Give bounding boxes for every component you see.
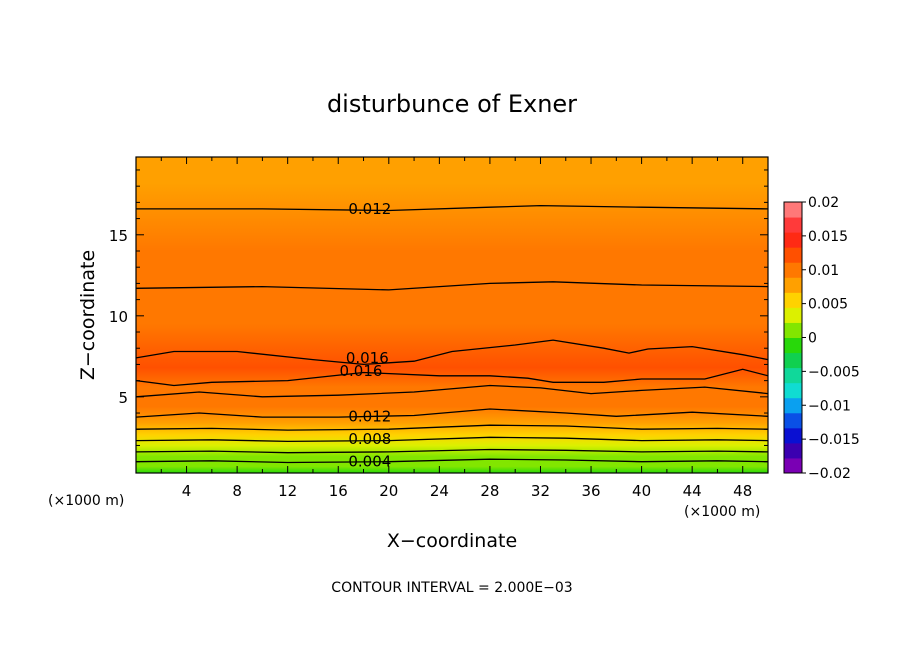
x-tick-label: 28 bbox=[480, 482, 499, 500]
colorbar-swatch bbox=[784, 262, 802, 278]
contour-label-4: 0.008 bbox=[348, 430, 391, 448]
x-tick-label: 48 bbox=[733, 482, 752, 500]
x-tick-label: 16 bbox=[329, 482, 348, 500]
x-tick-label: 36 bbox=[581, 482, 600, 500]
contour-line-3 bbox=[136, 424, 768, 431]
colorbar-swatch bbox=[784, 382, 802, 399]
contour-line-2 bbox=[136, 436, 768, 443]
contour-label-1: 0.016 bbox=[346, 349, 389, 367]
y-axis-label: Z−coordinate bbox=[77, 250, 99, 380]
x-unit-left: (×1000 m) bbox=[48, 493, 124, 509]
colorbar-swatch bbox=[784, 217, 802, 233]
contour-line-6 bbox=[136, 368, 768, 387]
colorbar-tick-label: −0.015 bbox=[808, 432, 860, 448]
plot-frame bbox=[135, 156, 769, 474]
colorbar-swatch bbox=[784, 307, 802, 323]
x-tick-label: 32 bbox=[531, 482, 550, 500]
x-unit-right: (×1000 m) bbox=[684, 504, 760, 520]
contour-line-5 bbox=[136, 384, 768, 398]
x-tick-label: 24 bbox=[430, 482, 449, 500]
colorbar-tick-label: −0.01 bbox=[808, 398, 851, 414]
colorbar-tick-label: 0.005 bbox=[808, 297, 848, 313]
colorbar-swatch bbox=[784, 367, 802, 384]
contour-label-5: 0.004 bbox=[348, 453, 391, 471]
colorbar-swatch bbox=[784, 352, 802, 369]
colorbar-swatch bbox=[784, 427, 802, 444]
x-tick-label: 12 bbox=[278, 482, 297, 500]
contour-interval-note: CONTOUR INTERVAL = 2.000E−03 bbox=[331, 580, 572, 596]
x-tick-label: 4 bbox=[182, 482, 192, 500]
colorbar-tick-label: −0.02 bbox=[808, 466, 851, 482]
y-axis-ticks: 5 10 15 bbox=[109, 169, 768, 463]
contour-line-1 bbox=[136, 448, 768, 454]
colorbar-tick-label: −0.005 bbox=[808, 364, 860, 380]
x-tick-label: 40 bbox=[632, 482, 651, 500]
colorbar-tick-label: 0.02 bbox=[808, 195, 839, 211]
contour-line-0 bbox=[136, 458, 768, 464]
colorbar-swatch bbox=[784, 397, 802, 414]
colorbar-swatch bbox=[784, 322, 802, 338]
contour-label-2: 0.016 bbox=[340, 362, 383, 380]
colorbar-swatch bbox=[784, 412, 802, 429]
colorbar-swatch bbox=[784, 337, 802, 354]
chart-title: disturbunce of Exner bbox=[327, 90, 577, 118]
y-tick-label: 15 bbox=[109, 227, 128, 245]
field-fill bbox=[136, 157, 768, 473]
colorbar-tick-label: 0 bbox=[808, 331, 817, 347]
contour-line-4 bbox=[136, 408, 768, 418]
colorbar-swatch bbox=[784, 442, 802, 459]
colorbar: 0.02 0.015 0.01 0.005 0 −0.005 −0.01 −0.015 −0.0… bbox=[783, 195, 860, 482]
colorbar-tick-label: 0.015 bbox=[808, 229, 848, 245]
contour-line-7 bbox=[136, 339, 768, 366]
colorbar-swatch bbox=[784, 292, 802, 308]
colorbar-swatch bbox=[784, 247, 802, 263]
colorbar-tick-label: 0.01 bbox=[808, 263, 839, 279]
contour-line-8 bbox=[136, 281, 768, 291]
colorbar-swatch bbox=[784, 202, 802, 218]
x-tick-label: 44 bbox=[683, 482, 702, 500]
contour-lines bbox=[136, 204, 768, 464]
contour-label-3: 0.012 bbox=[348, 407, 391, 425]
y-tick-label: 5 bbox=[118, 389, 128, 407]
x-axis-label: X−coordinate bbox=[387, 530, 517, 552]
colorbar-swatch bbox=[784, 277, 802, 293]
contour-label-0: 0.012 bbox=[348, 200, 391, 218]
y-tick-label: 10 bbox=[109, 308, 128, 326]
x-axis-ticks: 4 8 12 16 20 24 28 32 36 40 44 48 bbox=[160, 157, 752, 500]
contour-line-9 bbox=[136, 204, 768, 212]
colorbar-swatch bbox=[784, 232, 802, 248]
x-tick-label: 20 bbox=[379, 482, 398, 500]
x-tick-label: 8 bbox=[232, 482, 242, 500]
colorbar-swatch bbox=[784, 457, 802, 474]
